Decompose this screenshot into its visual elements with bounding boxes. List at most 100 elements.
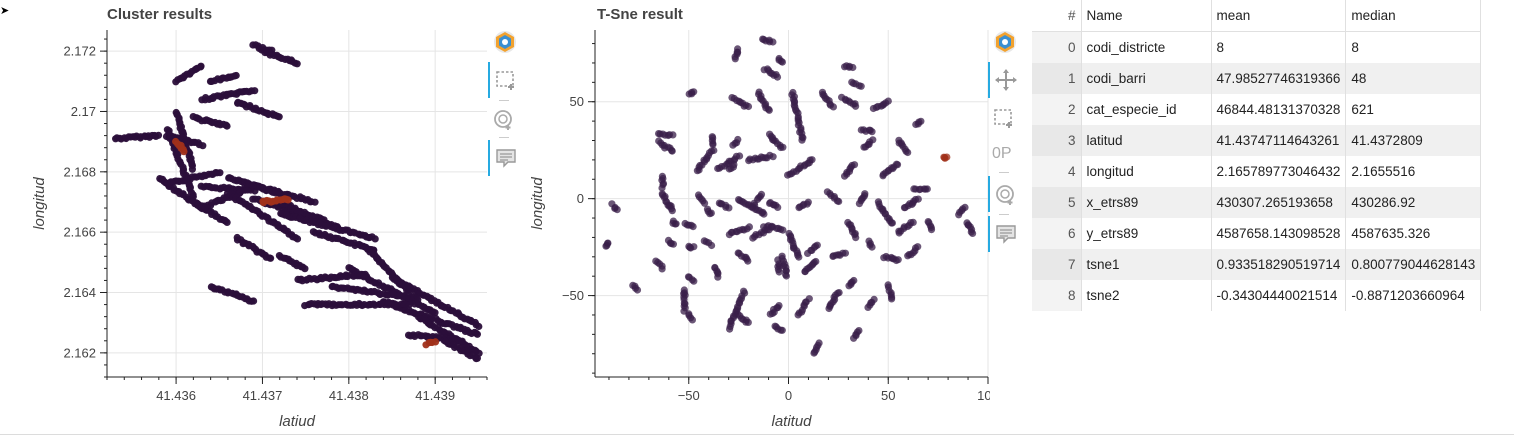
table-row[interactable]: 7 tsne1 0.933518290519714 0.800779044628143 [1032, 249, 1482, 280]
y-tick-label: 2.17 [71, 104, 96, 119]
data-point [669, 131, 677, 139]
data-point [633, 286, 642, 294]
data-point [714, 273, 722, 281]
cluster-results-chart[interactable]: 41.436 41.437 41.438 41.439 2.162 2.164 2.166 2… [0, 0, 495, 436]
data-point [197, 62, 205, 70]
bokeh-logo-icon[interactable] [493, 30, 517, 54]
tsne-toolbar: 0P [988, 26, 1020, 256]
data-point [405, 300, 413, 309]
mean-cell: 430307.265193658 [1211, 187, 1347, 218]
hover-tool[interactable] [988, 216, 1022, 252]
data-point [602, 242, 610, 250]
scatter-series-main [602, 35, 977, 357]
data-point [835, 197, 843, 206]
mean-cell: 2.165789773046432 [1211, 156, 1347, 187]
data-point [888, 219, 896, 227]
wheel-zoom-tool[interactable] [488, 103, 520, 135]
data-point [701, 199, 709, 207]
y-tick-label: 2.166 [63, 225, 96, 240]
column-header-mean[interactable]: mean [1211, 0, 1347, 32]
table-row[interactable]: 6 y_etrs89 4587658.143098528 4587635.326 [1032, 218, 1482, 249]
hover-icon [496, 149, 516, 168]
x-tick-label: 100 [977, 388, 990, 403]
data-point [458, 337, 466, 345]
data-point [868, 128, 876, 136]
data-point [864, 303, 872, 311]
name-cell: tsne1 [1081, 249, 1212, 280]
box-zoom-icon [994, 109, 1012, 128]
data-point [813, 241, 821, 249]
data-point [868, 243, 876, 251]
column-header-index[interactable]: # [1032, 0, 1082, 32]
data-point [232, 71, 240, 80]
data-point [914, 243, 922, 251]
data-point [672, 220, 680, 228]
row-index: 6 [1032, 218, 1082, 249]
data-point [311, 198, 319, 206]
hover-tool[interactable] [488, 140, 522, 176]
wheel-zoom-icon [996, 185, 1014, 205]
data-point [275, 113, 283, 121]
data-point [658, 265, 666, 273]
data-point [690, 88, 698, 96]
data-point [658, 184, 666, 192]
name-cell: codi_barri [1081, 63, 1212, 94]
data-point [223, 122, 231, 130]
cluster-plot-title: Cluster results [107, 6, 213, 23]
table-row[interactable]: 2 cat_especie_id 46844.48131370328 621 [1032, 94, 1482, 125]
data-point [744, 318, 752, 326]
data-point [943, 153, 951, 161]
data-point [841, 249, 849, 257]
data-point [845, 282, 853, 290]
data-point [804, 198, 812, 206]
row-index: 3 [1032, 125, 1082, 156]
median-cell: -0.8871203660964 [1345, 280, 1482, 311]
name-cell: cat_especie_id [1081, 94, 1212, 125]
data-point [773, 73, 782, 81]
table-row[interactable]: 3 latitud 41.43747114643261 41.4372809 [1032, 125, 1482, 156]
data-point [293, 235, 302, 243]
column-header-median[interactable]: median [1345, 0, 1482, 32]
box-zoom-tool[interactable] [488, 62, 522, 98]
data-point [199, 142, 207, 150]
name-cell: longitud [1081, 156, 1212, 187]
data-point [923, 185, 931, 193]
table-row[interactable]: 5 x_etrs89 430307.265193658 430286.92 [1032, 187, 1482, 218]
table-row[interactable]: 0 codi_districte 8 8 [1032, 31, 1482, 63]
data-point [909, 218, 917, 226]
table-row[interactable]: 1 codi_barri 47.98527746319366 48 [1032, 63, 1482, 94]
data-point [808, 156, 816, 164]
median-cell: 41.4372809 [1345, 125, 1482, 156]
data-point [216, 169, 224, 177]
data-point [766, 310, 774, 318]
table-row[interactable]: 8 tsne2 -0.34304440021514 -0.8871203660964 [1032, 280, 1482, 311]
data-point [223, 218, 231, 226]
tsne-result-chart[interactable]: −50 0 50 100 −50 0 50 latitud longitud [495, 0, 990, 436]
data-point [771, 322, 779, 330]
pan-tool[interactable] [988, 62, 1022, 98]
y-tick-label: 2.162 [63, 345, 96, 360]
scatter-series-highlight [940, 153, 951, 162]
data-point [301, 265, 309, 273]
x-tick-label: 41.436 [156, 388, 196, 403]
data-point [250, 297, 258, 305]
tsne-plot-title: T-Sne result [597, 6, 683, 23]
bokeh-logo-icon[interactable] [993, 30, 1017, 54]
y-tick-label: −50 [562, 288, 584, 303]
lasso-select-tool[interactable]: 0P [988, 136, 1020, 168]
data-point [251, 87, 259, 95]
box-zoom-tool[interactable] [988, 102, 1020, 134]
data-point [893, 161, 902, 169]
data-point [709, 140, 717, 149]
column-header-name[interactable]: Name [1081, 0, 1212, 32]
y-axis-label: longitud [31, 177, 48, 230]
wheel-zoom-tool[interactable] [988, 176, 1022, 212]
name-cell: codi_districte [1081, 31, 1212, 63]
data-point [852, 102, 860, 110]
data-point [473, 330, 481, 338]
data-point [855, 200, 863, 208]
x-tick-label: 41.438 [329, 388, 369, 403]
data-point [431, 338, 440, 346]
y-tick-label: 0 [577, 191, 584, 206]
table-row[interactable]: 4 longitud 2.165789773046432 2.1655516 [1032, 156, 1482, 187]
